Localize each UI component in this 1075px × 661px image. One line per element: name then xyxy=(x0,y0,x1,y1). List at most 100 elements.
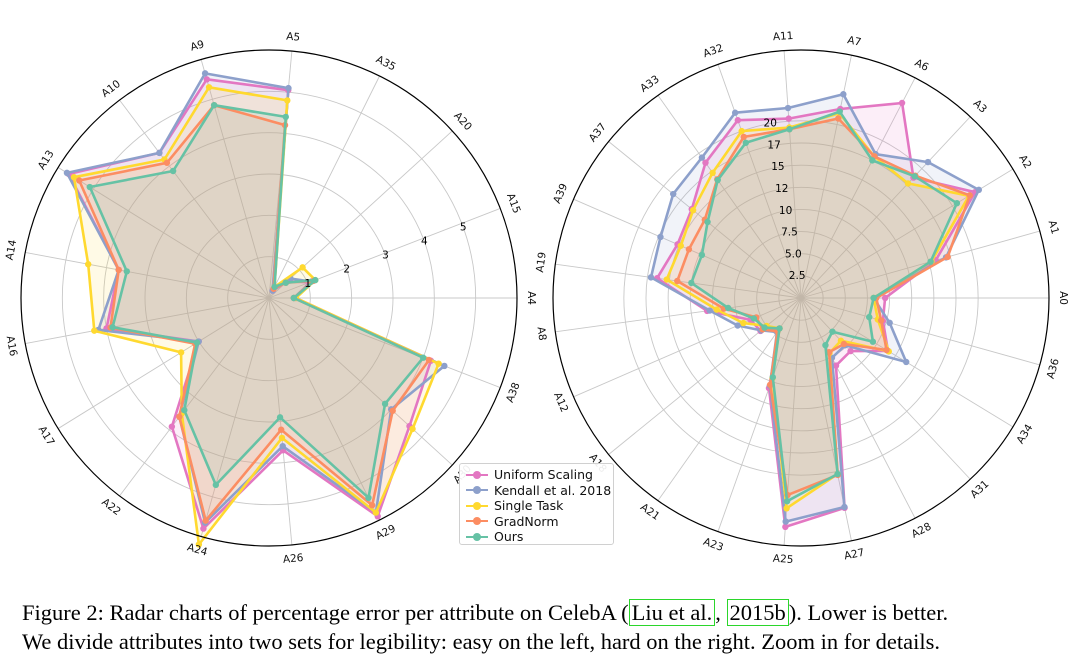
series-ours xyxy=(86,101,427,502)
radial-tick-label: 5 xyxy=(460,221,467,233)
series-fill-kendall-et-al-2018 xyxy=(651,94,979,522)
data-point-a25 xyxy=(783,505,790,512)
caption-line-2: We divide attributes into two sets for l… xyxy=(22,629,940,654)
data-point-a24 xyxy=(195,541,203,548)
spoke-a26 xyxy=(268,297,293,545)
series-fill-ours xyxy=(691,111,957,502)
data-point-a36 xyxy=(866,313,873,321)
data-point-a22 xyxy=(181,406,188,414)
radial-tick-label: 17 xyxy=(767,139,780,151)
axis-label-a21: A21 xyxy=(638,501,662,523)
data-point-a5 xyxy=(285,84,292,92)
spoke-a36 xyxy=(800,297,1040,366)
radial-tick-label: 12 xyxy=(775,183,788,195)
spoke-a31 xyxy=(800,297,971,480)
data-point-a16 xyxy=(91,327,98,334)
data-point-a9 xyxy=(201,70,209,77)
radar-charts: 12345A4A15A20A35A5A9A10A13A14A16A17A22A2… xyxy=(4,30,1069,566)
data-point-a18 xyxy=(761,324,768,331)
data-point-a8 xyxy=(713,306,720,313)
axis-label-a4: A4 xyxy=(525,291,537,305)
axis-label-a24: A24 xyxy=(186,541,209,558)
axis-label-a11: A11 xyxy=(772,30,793,43)
data-point-a9 xyxy=(210,101,218,109)
series-fill-single-task xyxy=(74,87,439,545)
axis-label-a5: A5 xyxy=(286,31,301,44)
legend-swatch-icon xyxy=(466,469,488,481)
data-point-a33 xyxy=(698,154,706,161)
axis-label-a27: A27 xyxy=(843,547,866,563)
data-point-a1 xyxy=(944,253,951,261)
legend: Uniform Scaling Kendall et al. 2018 Sing… xyxy=(459,463,614,545)
spoke-a35 xyxy=(268,75,380,299)
spoke-a30 xyxy=(268,297,453,466)
data-point-a28 xyxy=(832,362,840,369)
axis-label-a26: A26 xyxy=(282,552,304,566)
legend-swatch-icon xyxy=(466,500,488,512)
axis-label-a1: A1 xyxy=(1046,219,1061,236)
data-point-a36 xyxy=(877,317,885,324)
data-point-a32 xyxy=(742,139,750,146)
radial-tick-label: 15 xyxy=(771,161,784,173)
data-point-a7 xyxy=(835,115,842,122)
legend-item-uniform-scaling: Uniform Scaling xyxy=(466,467,613,483)
series-fill-single-task xyxy=(666,113,969,509)
data-point-a27 xyxy=(841,503,848,511)
data-point-a0 xyxy=(881,294,889,302)
spoke-a33 xyxy=(657,95,802,299)
spoke-a17 xyxy=(57,297,270,429)
data-point-a22 xyxy=(176,413,183,420)
data-point-a14 xyxy=(115,266,122,274)
axis-label-a17: A17 xyxy=(36,424,57,448)
data-point-a30 xyxy=(409,425,416,433)
axis-label-a35: A35 xyxy=(374,54,398,74)
citation-link[interactable]: 2015b xyxy=(726,599,789,626)
data-point-a33 xyxy=(702,159,709,166)
legend-label: Kendall et al. 2018 xyxy=(494,482,612,498)
legend-item-single-task: Single Task xyxy=(466,498,613,514)
radial-tick-label: 3 xyxy=(382,250,389,262)
radial-tick-label: 1 xyxy=(304,278,311,290)
data-point-a8 xyxy=(724,304,732,312)
data-point-a39 xyxy=(685,246,693,253)
data-point-a26 xyxy=(278,434,286,442)
axis-label-a22: A22 xyxy=(99,496,123,518)
data-point-a6 xyxy=(869,157,876,164)
caption-text: Figure 2: Radar charts of percentage err… xyxy=(22,600,629,625)
data-point-a20 xyxy=(299,264,306,271)
data-point-a38 xyxy=(435,360,442,367)
data-point-a21 xyxy=(776,325,783,332)
spoke-a13 xyxy=(57,167,270,299)
data-point-a22 xyxy=(168,423,176,430)
data-point-a38 xyxy=(441,362,448,370)
data-point-a13 xyxy=(86,183,93,191)
caption-separator: , xyxy=(715,600,727,625)
data-point-a9 xyxy=(203,76,210,83)
spoke-a28 xyxy=(800,297,916,519)
data-point-a2 xyxy=(953,199,961,207)
data-point-a32 xyxy=(740,133,747,141)
spoke-a6 xyxy=(800,77,916,299)
data-point-a19 xyxy=(647,274,655,281)
data-point-a24 xyxy=(202,517,209,524)
axis-label-a13: A13 xyxy=(36,148,57,172)
data-point-a2 xyxy=(966,192,973,199)
data-point-a3 xyxy=(924,158,932,166)
data-point-a10 xyxy=(163,159,171,166)
data-point-a13 xyxy=(76,177,83,184)
data-point-a25 xyxy=(782,518,789,525)
citation-link[interactable]: Liu et al. xyxy=(628,599,716,626)
data-point-a26 xyxy=(278,426,285,433)
data-point-a13 xyxy=(63,169,71,177)
axis-label-a20: A20 xyxy=(451,110,474,133)
axis-label-a14: A14 xyxy=(4,238,20,261)
spoke-a24 xyxy=(200,297,270,537)
series-fill-uniform-scaling xyxy=(68,79,431,529)
data-point-a23 xyxy=(766,381,774,388)
axis-label-a9: A9 xyxy=(189,38,206,53)
data-point-a12 xyxy=(740,319,747,327)
series-fill-ours xyxy=(89,105,424,498)
data-point-a25 xyxy=(783,498,791,505)
data-point-a31 xyxy=(829,328,836,335)
